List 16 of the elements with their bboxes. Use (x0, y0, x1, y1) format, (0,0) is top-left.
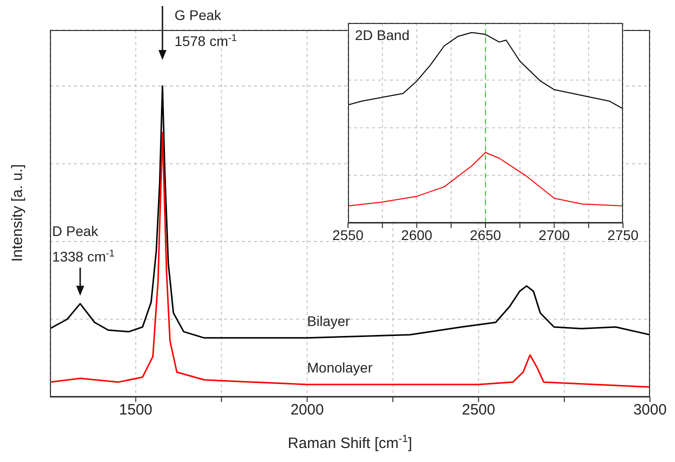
y-axis-title: Intensity [a. u.] (9, 164, 26, 262)
chart-title: 2D Band (355, 27, 410, 43)
x-tick-label: 2000 (290, 402, 324, 419)
x-tick-label: 1500 (119, 402, 152, 419)
series-label: Bilayer (307, 312, 350, 329)
x-tick-label: 2700 (538, 226, 570, 243)
x-axis-title: Raman Shift [cm$^{-1}$] (288, 433, 412, 452)
x-tick-label: 2500 (462, 402, 496, 419)
series-label: Monolayer (307, 360, 373, 376)
x-tick-label: 2750 (607, 226, 639, 243)
x-tick-label: 3000 (633, 402, 667, 419)
annotation: D Peak 1338 cm$^{-1}$ (52, 222, 115, 265)
x-tick-label: 2600 (401, 226, 433, 243)
annotation: G Peak 1578 cm$^{-1}$ (174, 6, 237, 49)
x-tick-label: 2650 (470, 226, 502, 243)
x-tick-label: 2550 (332, 226, 364, 243)
